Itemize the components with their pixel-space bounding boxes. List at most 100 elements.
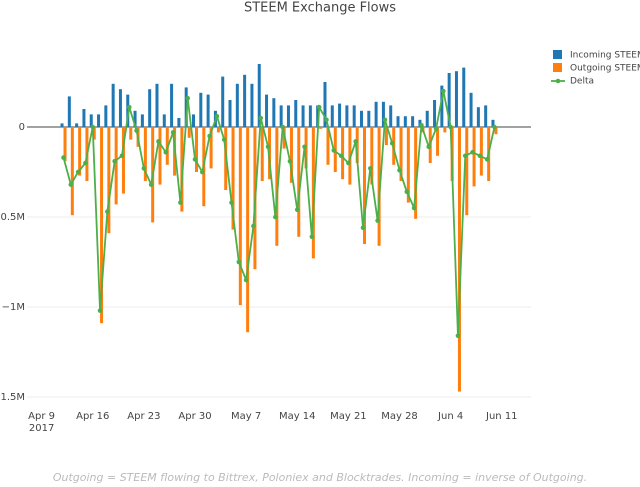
x-tick-label: Apr 16 bbox=[76, 411, 110, 422]
bar bbox=[78, 127, 82, 176]
bar bbox=[311, 127, 315, 259]
bar bbox=[319, 127, 323, 129]
bar bbox=[323, 82, 327, 127]
marker bbox=[368, 166, 373, 171]
bar bbox=[275, 127, 279, 246]
marker bbox=[324, 117, 329, 123]
bar bbox=[425, 110, 429, 127]
bar bbox=[75, 123, 79, 127]
bar bbox=[377, 127, 381, 246]
bar bbox=[114, 127, 118, 205]
bar bbox=[326, 127, 330, 165]
bar bbox=[355, 127, 359, 163]
bar bbox=[60, 123, 64, 127]
bar bbox=[374, 101, 378, 127]
marker bbox=[419, 122, 424, 128]
bar bbox=[199, 92, 203, 127]
bar bbox=[406, 127, 410, 203]
marker bbox=[148, 182, 154, 187]
marker bbox=[170, 130, 176, 135]
bar bbox=[494, 127, 498, 135]
x-tick-label: Jun 11 bbox=[486, 411, 518, 422]
legend-marker bbox=[555, 78, 561, 84]
bar bbox=[126, 94, 130, 127]
marker bbox=[309, 234, 315, 240]
bar bbox=[484, 105, 488, 127]
marker bbox=[61, 155, 66, 160]
x-tick-label: May 7 bbox=[231, 411, 262, 422]
marker bbox=[273, 214, 278, 220]
marker bbox=[353, 139, 358, 144]
x-tick-label: Apr 23 bbox=[127, 411, 161, 422]
marker bbox=[455, 333, 461, 339]
bar bbox=[195, 127, 198, 172]
marker bbox=[382, 117, 388, 123]
bar bbox=[272, 98, 276, 127]
bar bbox=[265, 94, 269, 127]
marker bbox=[389, 140, 395, 146]
bar bbox=[231, 127, 235, 230]
legend-label: Delta bbox=[570, 77, 594, 87]
bar bbox=[133, 110, 137, 127]
bar bbox=[209, 127, 213, 169]
marker bbox=[462, 153, 468, 159]
marker bbox=[338, 153, 344, 159]
marker bbox=[302, 144, 307, 150]
bar bbox=[67, 96, 71, 127]
bar bbox=[403, 116, 407, 127]
legend-label: Outgoing STEEM bbox=[570, 64, 640, 74]
bar bbox=[286, 105, 290, 127]
marker bbox=[316, 104, 322, 110]
marker bbox=[287, 158, 293, 164]
marker bbox=[75, 169, 81, 175]
marker bbox=[294, 207, 300, 213]
bar bbox=[411, 116, 415, 127]
bar bbox=[140, 114, 144, 127]
bar bbox=[260, 127, 264, 181]
marker bbox=[331, 148, 337, 153]
bar bbox=[192, 114, 195, 127]
marker bbox=[126, 104, 132, 110]
bar bbox=[440, 85, 444, 127]
marker bbox=[221, 137, 227, 142]
marker bbox=[119, 153, 125, 159]
bar bbox=[330, 105, 334, 127]
marker bbox=[200, 169, 205, 175]
bar bbox=[294, 100, 298, 127]
marker bbox=[192, 157, 198, 162]
marker bbox=[97, 308, 103, 313]
bar bbox=[308, 105, 312, 127]
line bbox=[62, 90, 496, 336]
x-tick-label: Jun 4 bbox=[438, 411, 464, 422]
marker bbox=[178, 200, 183, 205]
bar bbox=[433, 100, 437, 127]
bar bbox=[457, 127, 461, 392]
bar bbox=[97, 114, 101, 127]
bar bbox=[155, 83, 159, 127]
bar bbox=[469, 92, 473, 127]
marker bbox=[105, 209, 110, 214]
bar bbox=[143, 127, 147, 181]
marker bbox=[433, 126, 439, 132]
marker bbox=[404, 189, 410, 195]
marker bbox=[470, 149, 475, 155]
bar bbox=[462, 67, 466, 127]
bar bbox=[104, 105, 108, 127]
marker bbox=[141, 166, 147, 171]
bar bbox=[301, 105, 305, 127]
marker bbox=[426, 144, 432, 150]
y-tick-label: 0 bbox=[19, 122, 25, 133]
marker bbox=[214, 113, 220, 119]
bar bbox=[118, 89, 122, 127]
marker bbox=[156, 139, 161, 144]
bar bbox=[447, 73, 451, 127]
bar bbox=[363, 127, 366, 244]
bar bbox=[158, 127, 162, 185]
bar bbox=[170, 83, 174, 127]
marker bbox=[258, 115, 264, 121]
marker bbox=[492, 124, 497, 130]
y-tick-label: −0.5M bbox=[0, 212, 25, 223]
bar bbox=[479, 127, 483, 176]
bar bbox=[289, 127, 293, 183]
